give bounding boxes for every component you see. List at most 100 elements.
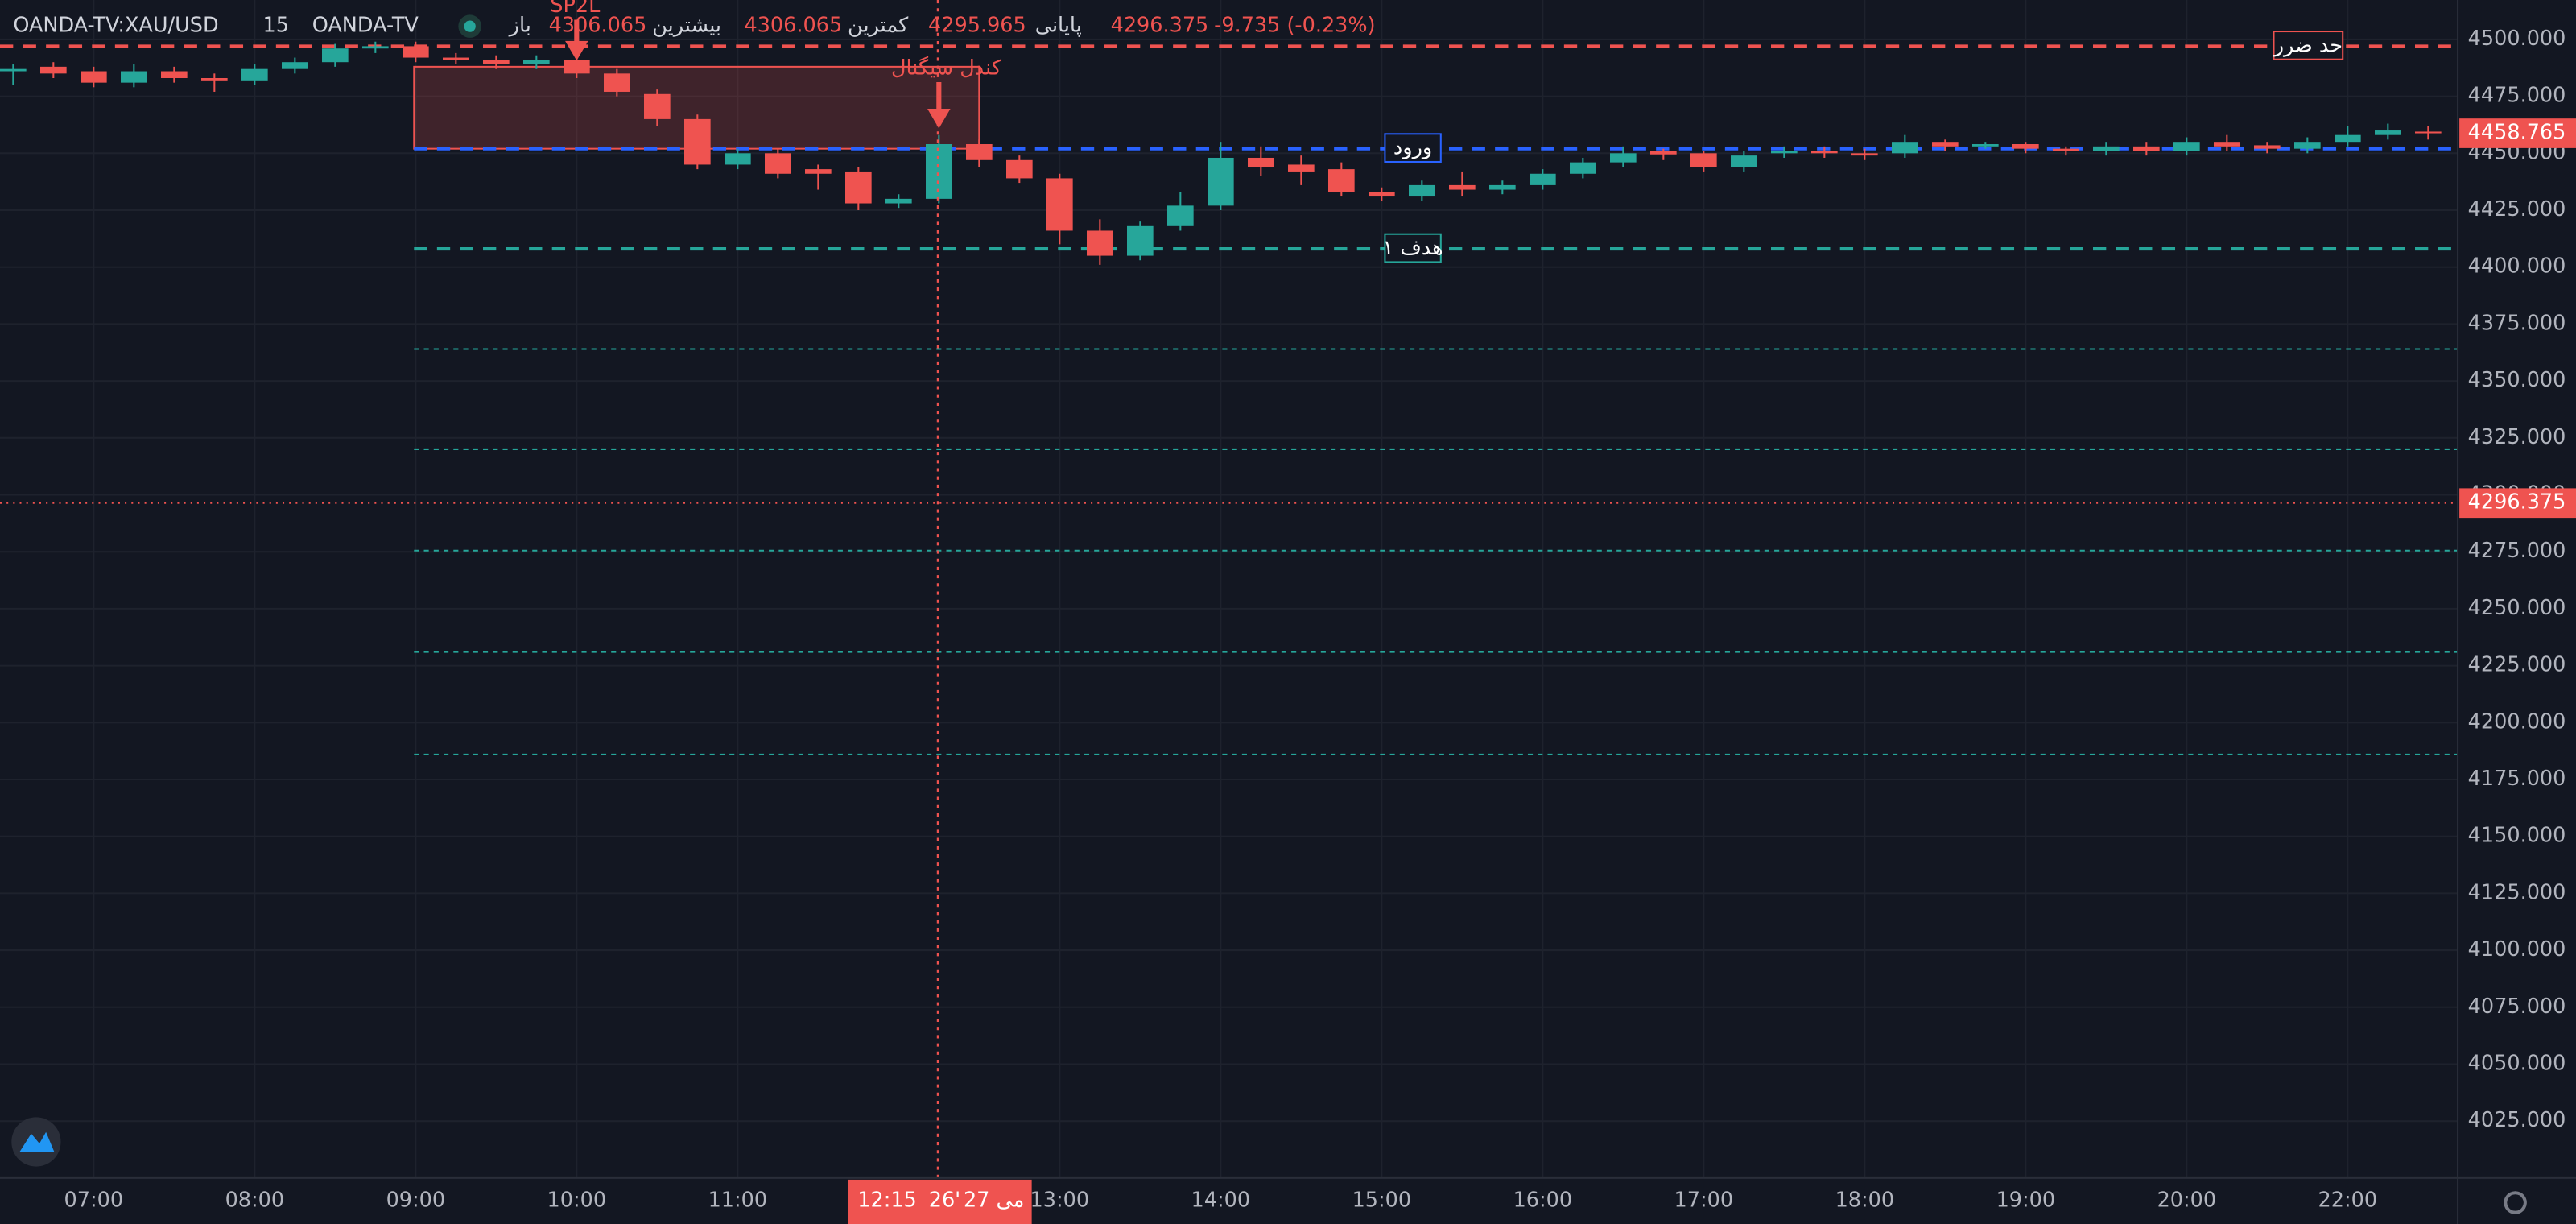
x-tick-label: 10:00 [547, 1188, 607, 1212]
y-tick-label: 4275.000 [2468, 539, 2566, 563]
candle-body [201, 77, 228, 81]
y-tick-label: 4350.000 [2468, 368, 2566, 392]
candle-body [564, 60, 590, 74]
ohlc-value: 4306.065 [549, 14, 647, 38]
ohlc-value: 4306.065 [744, 14, 842, 38]
candle-body [0, 68, 27, 72]
candle-body [1208, 157, 1234, 206]
x-tick-label: 17:00 [1674, 1188, 1734, 1212]
y-tick-label: 4100.000 [2468, 937, 2566, 961]
candle-body [1368, 192, 1395, 197]
settings-icon[interactable] [2504, 1191, 2527, 1214]
y-tick-label: 4175.000 [2468, 767, 2566, 791]
level-label: حد ضرر [2273, 33, 2343, 57]
candle-body [1006, 159, 1033, 179]
crosshair-label: 12:15 [857, 1188, 917, 1212]
candle-body [2254, 145, 2281, 149]
x-tick-label: 08:00 [225, 1188, 285, 1212]
x-tick-label: 11:00 [708, 1188, 768, 1212]
candle-body [1288, 164, 1315, 172]
y-tick-label: 4050.000 [2468, 1051, 2566, 1075]
x-tick-label: 22:00 [2318, 1188, 2378, 1212]
candle-body [2093, 146, 2120, 151]
candle-body [966, 144, 993, 160]
y-tick-label: 4200.000 [2468, 709, 2566, 734]
x-tick-label: 20:00 [2157, 1188, 2217, 1212]
candle-body [2053, 148, 2079, 151]
y-tick-label: 4150.000 [2468, 824, 2566, 848]
level-label-box [2273, 31, 2344, 60]
x-tick-label: 07:00 [64, 1188, 124, 1212]
candle-body [1167, 205, 1194, 226]
y-tick-label: 4400.000 [2468, 254, 2566, 279]
logo-mark [19, 1131, 55, 1152]
candle-body [1690, 153, 1717, 167]
candle-body [1932, 142, 1959, 147]
ohlc-label: کمترین [848, 14, 909, 38]
price-tag-label: 4296.375 [2468, 490, 2566, 515]
candle-body [2294, 142, 2321, 149]
y-tick-label: 4125.000 [2468, 880, 2566, 904]
candle-body [1046, 178, 1073, 231]
ohlc-value: 4295.965 [928, 14, 1026, 38]
change: -9.735 (-0.23%) [1214, 14, 1375, 38]
x-tick-label: 19:00 [1996, 1188, 2056, 1212]
candle-body [483, 60, 510, 65]
candle-body [1771, 151, 1798, 154]
y-tick-label: 4025.000 [2468, 1108, 2566, 1132]
candle-body [1811, 151, 1838, 154]
candle-body [161, 71, 188, 78]
status-icon [464, 20, 476, 32]
candle-body [2334, 134, 2361, 143]
price-tag [2459, 118, 2576, 148]
level-label-box [1384, 133, 1442, 163]
symbol: OANDA-TV:XAU/USD [13, 14, 218, 38]
price-tag-label: 4458.765 [2468, 121, 2566, 145]
candle-body [724, 153, 751, 165]
candle-body [845, 171, 872, 204]
annotation: کندل سیگنال [891, 56, 1002, 81]
candle-body [2375, 130, 2401, 135]
candle-body [362, 46, 389, 49]
x-tick-label: 18:00 [1835, 1188, 1895, 1212]
y-tick-label: 4325.000 [2468, 425, 2566, 449]
price-tag [2459, 488, 2576, 519]
candle-body [2174, 142, 2200, 151]
candle-body [1409, 184, 1435, 197]
candle-body [80, 71, 107, 83]
y-tick-label: 4250.000 [2468, 596, 2566, 620]
ohlc-value: 4296.375 [1111, 14, 1209, 38]
x-tick-label: 14:00 [1191, 1188, 1251, 1212]
candle-body [765, 153, 791, 174]
y-tick-label: 4075.000 [2468, 994, 2566, 1019]
candle-body [242, 68, 268, 81]
candle-body [40, 66, 67, 74]
level-label-box [1384, 233, 1442, 263]
annotation-arrowhead [565, 40, 588, 61]
x-tick-label: 15:00 [1352, 1188, 1412, 1212]
crosshair-label: می 27 [964, 1188, 1024, 1212]
source: OANDA-TV [312, 14, 419, 38]
candle-body [121, 71, 147, 83]
candle-body [443, 57, 469, 60]
y-tick-label: 4225.000 [2468, 653, 2566, 677]
y-tick-label: 4425.000 [2468, 197, 2566, 221]
candle-body [282, 62, 308, 69]
level-label: هدف ۱ [1383, 236, 1443, 260]
candle-body [1127, 225, 1154, 256]
candle-body [1570, 162, 1596, 174]
candle-body [2133, 146, 2160, 151]
crosshair-label: 26' [929, 1188, 960, 1212]
logo [11, 1117, 61, 1167]
candle-body [1892, 142, 1918, 154]
candle-body [2013, 144, 2039, 149]
level-label: ورود [1393, 136, 1432, 160]
candle-body [2214, 142, 2240, 147]
x-tick-label: 09:00 [386, 1188, 446, 1212]
x-tick-label: 13:00 [1030, 1188, 1090, 1212]
y-tick-label: 4375.000 [2468, 311, 2566, 335]
candle-body [1530, 173, 1556, 185]
candle-body [1610, 153, 1637, 163]
